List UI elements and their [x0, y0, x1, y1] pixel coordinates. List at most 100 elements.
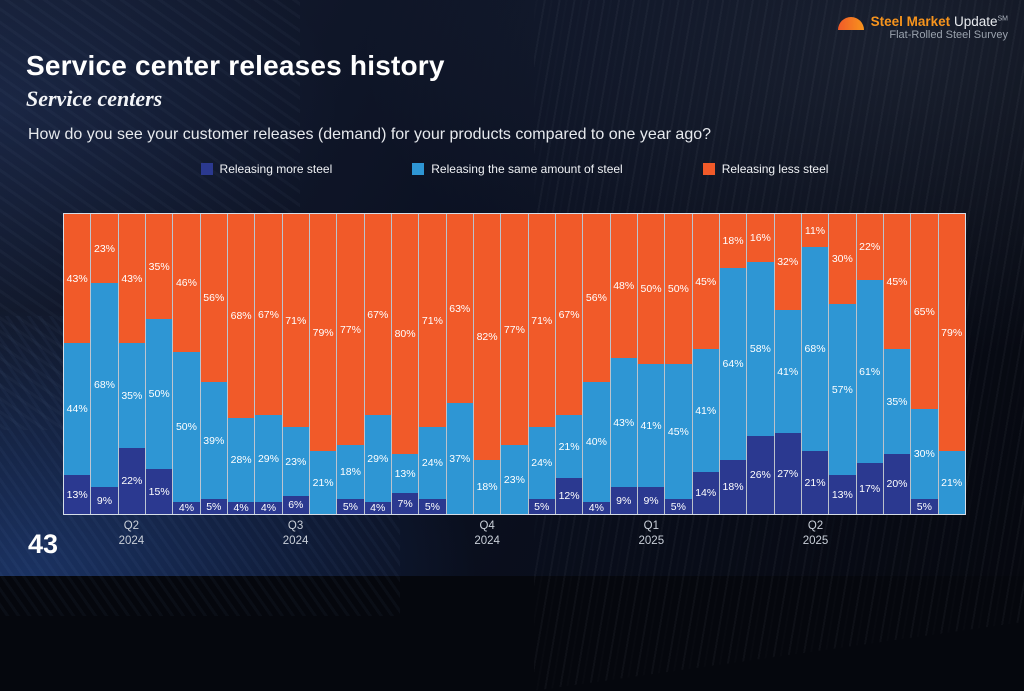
bar-segment: 21%	[309, 451, 337, 514]
bar-segment: 29%	[364, 415, 391, 502]
bar-segment: 18%	[719, 460, 747, 514]
bar-segment: 17%	[856, 463, 883, 514]
bar-segment: 68%	[227, 214, 255, 418]
bar-segment: 43%	[118, 214, 145, 343]
bar-segment: 4%	[173, 502, 200, 514]
segment-label: 57%	[831, 383, 853, 396]
segment-label: 43%	[66, 272, 88, 285]
segment-label: 43%	[613, 416, 635, 429]
bar-segment: 23%	[282, 427, 309, 496]
bar-segment: 18%	[473, 460, 501, 514]
bar-segment: 21%	[801, 451, 829, 514]
segment-label: 82%	[476, 331, 498, 343]
bar: 4% 29% 67%	[255, 214, 282, 514]
bar: 4% 29% 67%	[364, 214, 391, 514]
segment-label: 61%	[859, 365, 881, 378]
segment-label: 23%	[93, 242, 115, 255]
segment-label: 50%	[640, 283, 662, 295]
bar-segment: 56%	[200, 214, 227, 382]
bar-segment: 79%	[309, 214, 337, 451]
segment-label: 4%	[588, 502, 604, 514]
bar-segment: 56%	[583, 214, 610, 382]
segment-label: 45%	[667, 425, 689, 438]
segment-label: 67%	[257, 308, 279, 321]
x-tick: Q2 2024	[118, 520, 145, 547]
bar-segment: 80%	[391, 214, 419, 454]
bar-segment: 50%	[637, 214, 665, 364]
bar-segment: 28%	[227, 418, 255, 502]
segment-label: 18%	[476, 481, 498, 493]
bar-segment: 30%	[911, 409, 938, 499]
bar-segment: 4%	[364, 502, 391, 514]
bar-segment: 35%	[145, 214, 173, 319]
segment-label: 18%	[339, 466, 361, 478]
segment-label: 45%	[886, 275, 908, 288]
bar-segment: 16%	[747, 214, 774, 262]
bar: 21% 79%	[938, 214, 965, 514]
bar-segment: 22%	[856, 214, 883, 280]
bar: 13% 57% 30%	[829, 214, 856, 514]
bar: 5% 24% 71%	[528, 214, 555, 514]
bar-segment: 65%	[911, 214, 938, 409]
bar-segment: 67%	[364, 214, 391, 415]
segment-label: 5%	[206, 500, 222, 513]
bar-segment: 57%	[829, 304, 856, 475]
segment-label: 64%	[722, 358, 744, 370]
segment-label: 4%	[370, 502, 386, 514]
bar-segment: 20%	[883, 454, 911, 514]
bar: 4% 40% 56%	[583, 214, 610, 514]
segment-label: 41%	[777, 365, 799, 378]
bar: 26% 58% 16%	[747, 214, 774, 514]
segment-label: 5%	[342, 500, 359, 513]
segment-label: 6%	[288, 499, 304, 511]
bar-segment: 79%	[938, 214, 965, 451]
bar-segment: 29%	[255, 415, 282, 502]
bar-segment: 27%	[774, 433, 801, 514]
segment-label: 23%	[503, 473, 525, 486]
bar: 9% 68% 23%	[91, 214, 118, 514]
question-text: How do you see your customer releases (d…	[28, 126, 712, 143]
bar-segment: 12%	[555, 478, 583, 514]
smu-logo-name-rest: Update	[953, 14, 998, 29]
segment-label: 24%	[531, 457, 553, 469]
bar-segment: 24%	[528, 427, 555, 499]
segment-label: 46%	[175, 277, 197, 289]
segment-label: 18%	[722, 235, 744, 247]
bar: 18% 64% 18%	[719, 214, 747, 514]
bar-segment: 50%	[145, 319, 173, 469]
segment-label: 30%	[913, 448, 935, 460]
segment-label: 32%	[777, 256, 799, 268]
x-tick: Q4 2024	[474, 520, 500, 547]
segment-label: 79%	[312, 326, 334, 339]
bar: 12% 21% 67%	[555, 214, 583, 514]
segment-label: 5%	[424, 500, 441, 513]
bar-segment: 41%	[774, 310, 801, 433]
bar: 27% 41% 32%	[774, 214, 801, 514]
bar-segment: 48%	[610, 214, 637, 358]
bar-segment: 46%	[173, 214, 200, 352]
bar: 21% 68% 11%	[801, 214, 829, 514]
segment-label: 50%	[667, 283, 689, 295]
bar: 5% 39% 56%	[200, 214, 227, 514]
segment-label: 14%	[695, 487, 717, 499]
bar-segment: 45%	[692, 214, 719, 349]
smu-logo-name-bold: Steel Market	[870, 14, 951, 29]
bar-segment: 7%	[391, 493, 419, 514]
bar: 5% 45% 50%	[665, 214, 692, 514]
bar-segment: 63%	[446, 214, 473, 403]
bar-segment: 24%	[419, 427, 446, 499]
segment-label: 5%	[534, 500, 550, 513]
segment-label: 18%	[722, 481, 744, 493]
smu-logo-arc-icon	[837, 17, 864, 30]
segment-label: 50%	[148, 388, 170, 400]
segment-label: 30%	[831, 253, 853, 265]
bar-segment: 21%	[555, 415, 583, 478]
bar-segment: 43%	[610, 358, 637, 487]
bar-segment: 71%	[528, 214, 555, 427]
bar-segment: 39%	[200, 382, 227, 499]
legend-item-more: Releasing more steel	[200, 162, 332, 176]
bar-segment: 45%	[883, 214, 911, 349]
segment-label: 71%	[531, 314, 553, 327]
bar: 18% 82%	[473, 214, 501, 514]
segment-label: 13%	[831, 488, 853, 501]
